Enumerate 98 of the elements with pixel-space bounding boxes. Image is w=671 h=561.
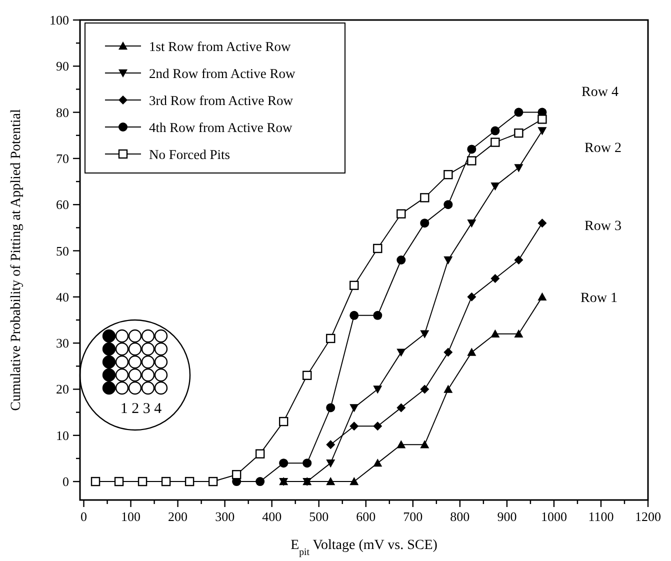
x-tick-label: 100 bbox=[121, 509, 141, 524]
point bbox=[278, 416, 288, 426]
point bbox=[420, 384, 430, 394]
point bbox=[396, 209, 406, 218]
point bbox=[373, 386, 382, 394]
x-tick-label: 200 bbox=[168, 509, 188, 524]
point bbox=[256, 477, 265, 486]
point bbox=[467, 348, 476, 356]
x-axis-title: E$_{pit}$ Voltage (mV vs. SCE) bbox=[290, 538, 438, 558]
point bbox=[396, 403, 406, 412]
point bbox=[420, 440, 430, 448]
point bbox=[208, 476, 218, 486]
point bbox=[467, 144, 476, 154]
annotation: 1 2 3 4 bbox=[120, 401, 162, 417]
legend-label: 4th Row from Active Row bbox=[149, 120, 292, 135]
x-tick-label: 700 bbox=[403, 509, 423, 524]
point bbox=[279, 458, 288, 468]
legend-label: 1st Row from Active Row bbox=[149, 39, 291, 54]
point bbox=[538, 292, 547, 301]
point bbox=[420, 193, 430, 202]
legend-label: No Forced Pits bbox=[149, 147, 230, 162]
point bbox=[444, 384, 453, 393]
x-tick-label: 1200 bbox=[635, 509, 661, 524]
point bbox=[350, 404, 359, 412]
x-tick-label: 400 bbox=[262, 509, 282, 524]
point bbox=[490, 329, 500, 338]
point bbox=[514, 256, 524, 264]
x-tick-label: 800 bbox=[450, 509, 470, 524]
point bbox=[420, 330, 430, 338]
x-tick-label: 1000 bbox=[540, 509, 567, 524]
point bbox=[326, 440, 336, 450]
point bbox=[90, 476, 100, 486]
point bbox=[350, 280, 359, 290]
point bbox=[538, 127, 547, 136]
y-tick-label: 90 bbox=[56, 58, 69, 74]
y-tick-label: 40 bbox=[56, 289, 69, 304]
point bbox=[467, 156, 476, 166]
point bbox=[373, 244, 382, 254]
y-tick-label: 60 bbox=[56, 197, 69, 212]
point bbox=[350, 477, 359, 486]
point bbox=[490, 126, 500, 136]
y-tick-label: 50 bbox=[56, 243, 69, 258]
point bbox=[490, 138, 500, 147]
x-tick-label: 1100 bbox=[588, 509, 614, 524]
point bbox=[467, 219, 476, 228]
point bbox=[350, 422, 359, 431]
point bbox=[114, 476, 124, 486]
annotation: Row 2 bbox=[584, 141, 622, 156]
point bbox=[514, 108, 524, 117]
y-tick-label: 0 bbox=[62, 474, 69, 490]
point bbox=[138, 476, 148, 486]
y-tick-label: 80 bbox=[56, 104, 69, 120]
point bbox=[514, 164, 524, 172]
point bbox=[302, 458, 312, 468]
point bbox=[184, 476, 194, 486]
point bbox=[326, 477, 336, 486]
y-tick-label: 10 bbox=[56, 428, 69, 443]
point bbox=[490, 274, 500, 283]
y-tick-label: 100 bbox=[50, 12, 69, 28]
point bbox=[326, 459, 336, 468]
point bbox=[444, 200, 453, 210]
point bbox=[373, 458, 382, 467]
point bbox=[350, 310, 359, 320]
point bbox=[396, 256, 406, 264]
annotation: Row 1 bbox=[580, 291, 618, 306]
point bbox=[302, 370, 312, 380]
point bbox=[444, 170, 453, 180]
point bbox=[373, 310, 382, 320]
point bbox=[326, 334, 336, 344]
y-tick-label: 70 bbox=[56, 150, 69, 166]
legend-label: 2nd Row from Active Row bbox=[149, 66, 296, 81]
point bbox=[255, 449, 265, 458]
point bbox=[514, 329, 524, 338]
point bbox=[232, 470, 242, 480]
point bbox=[490, 182, 500, 191]
point bbox=[326, 403, 336, 412]
point bbox=[444, 256, 453, 264]
point bbox=[538, 114, 547, 124]
x-tick-label: 600 bbox=[356, 509, 376, 524]
point bbox=[396, 348, 406, 357]
legend-label: 3rd Row from Active Row bbox=[149, 93, 294, 108]
x-tick-label: 0 bbox=[80, 509, 88, 524]
point bbox=[444, 348, 453, 357]
point bbox=[396, 440, 406, 448]
point bbox=[514, 128, 524, 138]
point bbox=[161, 476, 171, 486]
y-tick-label: 20 bbox=[56, 382, 69, 397]
x-tick-label: 900 bbox=[497, 509, 517, 524]
annotation: Row 4 bbox=[582, 85, 618, 100]
annotation: Row 3 bbox=[584, 219, 622, 234]
point bbox=[373, 422, 382, 431]
y-tick-label: 30 bbox=[56, 336, 69, 351]
point bbox=[467, 292, 476, 302]
point bbox=[420, 218, 430, 228]
x-tick-label: 300 bbox=[215, 509, 235, 524]
x-tick-label: 500 bbox=[309, 509, 329, 524]
point bbox=[538, 218, 547, 228]
y-axis-title: Cumulative Probability of Pitting at Applied Potential bbox=[9, 109, 24, 411]
